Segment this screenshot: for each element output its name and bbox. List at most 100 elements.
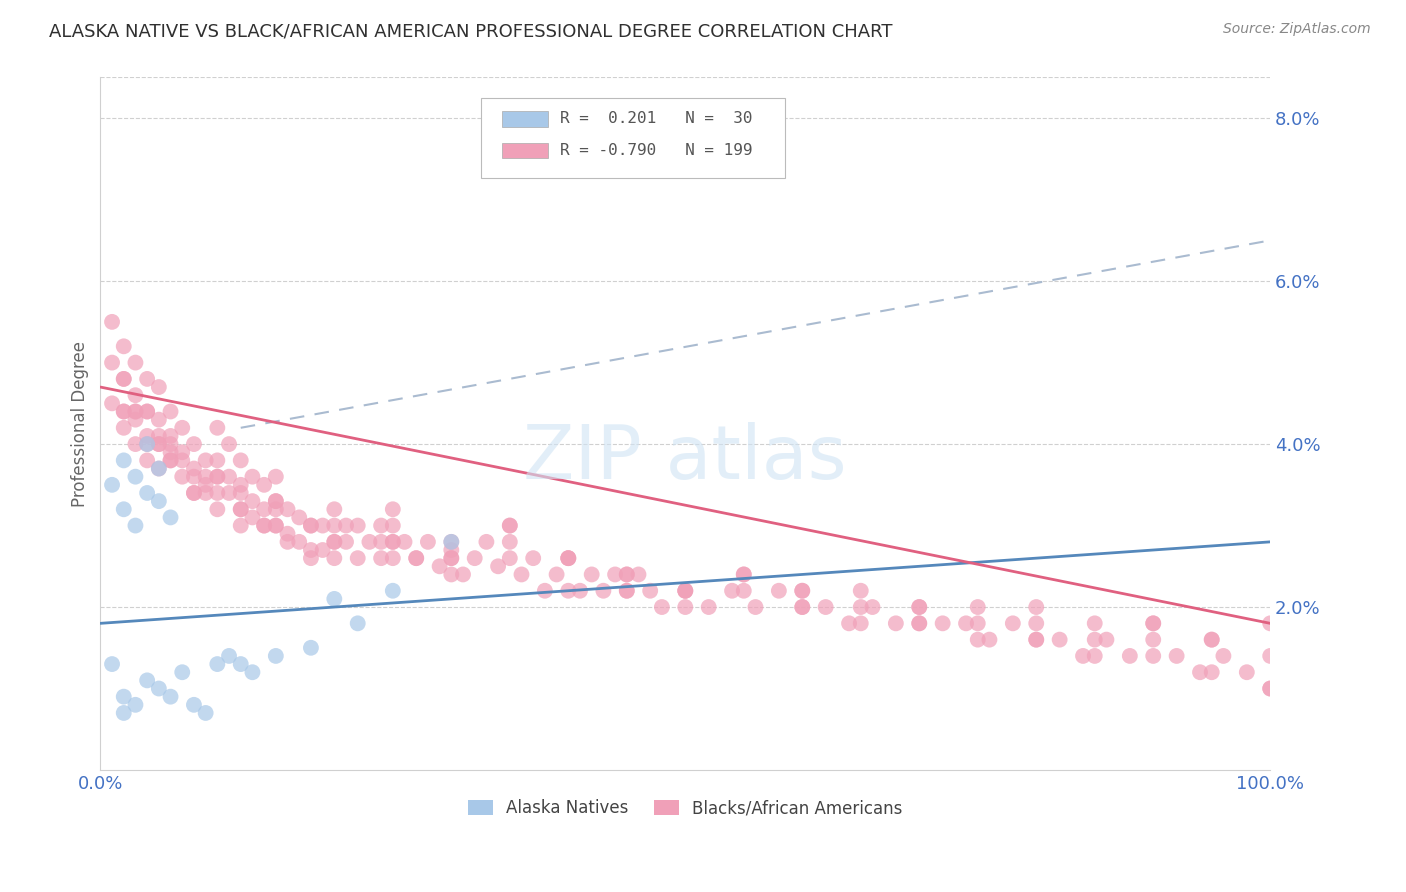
Point xyxy=(849,583,872,598)
Point xyxy=(405,551,427,566)
Point xyxy=(908,600,931,615)
Point xyxy=(136,429,159,443)
Point xyxy=(194,453,217,467)
Point xyxy=(346,616,368,631)
Point xyxy=(229,486,252,500)
Point xyxy=(1258,648,1281,663)
Point xyxy=(557,551,579,566)
Point xyxy=(849,616,872,631)
Point xyxy=(124,469,146,483)
Point xyxy=(124,404,146,418)
Point xyxy=(744,600,766,615)
Point xyxy=(218,486,240,500)
Point xyxy=(148,494,170,508)
Point xyxy=(172,445,194,459)
Point xyxy=(264,494,287,508)
Point xyxy=(159,690,181,704)
Point xyxy=(253,502,276,516)
Point xyxy=(1025,632,1047,647)
Point xyxy=(264,518,287,533)
Point xyxy=(1142,616,1164,631)
Point xyxy=(464,551,486,566)
Point xyxy=(229,453,252,467)
Point xyxy=(416,534,439,549)
Point xyxy=(136,437,159,451)
Point xyxy=(229,518,252,533)
Point xyxy=(955,616,977,631)
Point xyxy=(1001,616,1024,631)
Point xyxy=(522,551,544,566)
Point xyxy=(299,640,322,655)
Point xyxy=(194,706,217,720)
Point xyxy=(1189,665,1212,680)
Point xyxy=(299,543,322,558)
Point xyxy=(299,551,322,566)
Point xyxy=(429,559,451,574)
Point xyxy=(264,518,287,533)
Point xyxy=(159,445,181,459)
Point xyxy=(1025,600,1047,615)
Point xyxy=(638,583,661,598)
Point xyxy=(1236,665,1258,680)
Point xyxy=(673,583,696,598)
Point xyxy=(323,534,346,549)
Point xyxy=(499,518,522,533)
Point xyxy=(569,583,592,598)
Point xyxy=(721,583,744,598)
Point xyxy=(1166,648,1188,663)
Point xyxy=(159,510,181,524)
Point xyxy=(194,469,217,483)
Point xyxy=(148,412,170,426)
Point xyxy=(264,494,287,508)
Point xyxy=(616,567,638,582)
Point xyxy=(218,648,240,663)
Point xyxy=(253,478,276,492)
Point xyxy=(1258,681,1281,696)
Point xyxy=(1201,632,1223,647)
Point xyxy=(101,657,124,671)
Point xyxy=(814,600,837,615)
Point xyxy=(159,404,181,418)
Point xyxy=(323,502,346,516)
Point xyxy=(136,404,159,418)
Point xyxy=(966,616,988,631)
Point xyxy=(440,534,463,549)
Point xyxy=(440,551,463,566)
Point xyxy=(335,534,357,549)
Point xyxy=(207,469,229,483)
Point xyxy=(183,698,205,712)
Point xyxy=(381,534,404,549)
Point xyxy=(207,657,229,671)
Point xyxy=(172,469,194,483)
Point xyxy=(242,469,264,483)
Point xyxy=(499,518,522,533)
Point xyxy=(1084,616,1107,631)
Point xyxy=(381,551,404,566)
Point xyxy=(381,534,404,549)
Point xyxy=(557,583,579,598)
Point xyxy=(136,372,159,386)
Point xyxy=(159,437,181,451)
Point xyxy=(311,518,333,533)
Point xyxy=(183,461,205,475)
Point xyxy=(112,421,135,435)
Point xyxy=(183,486,205,500)
Point xyxy=(768,583,790,598)
Point xyxy=(908,600,931,615)
Point xyxy=(838,616,860,631)
Text: R =  0.201   N =  30: R = 0.201 N = 30 xyxy=(560,112,752,127)
Point xyxy=(884,616,907,631)
FancyBboxPatch shape xyxy=(502,112,548,127)
Text: R = -0.790   N = 199: R = -0.790 N = 199 xyxy=(560,143,752,158)
Point xyxy=(124,698,146,712)
Point xyxy=(242,665,264,680)
Text: ALASKA NATIVE VS BLACK/AFRICAN AMERICAN PROFESSIONAL DEGREE CORRELATION CHART: ALASKA NATIVE VS BLACK/AFRICAN AMERICAN … xyxy=(49,22,893,40)
Point xyxy=(499,551,522,566)
Point xyxy=(346,551,368,566)
Point xyxy=(288,510,311,524)
Point xyxy=(207,453,229,467)
Point xyxy=(1258,681,1281,696)
Point xyxy=(862,600,884,615)
Point xyxy=(194,478,217,492)
Point xyxy=(112,502,135,516)
